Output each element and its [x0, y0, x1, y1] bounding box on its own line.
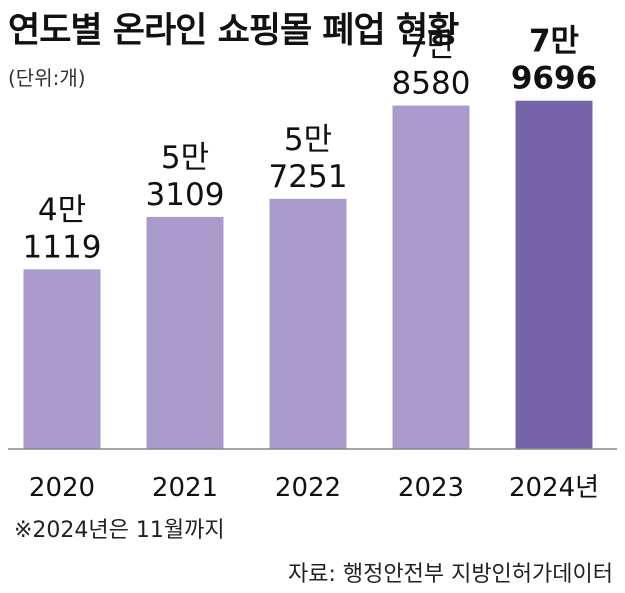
value-label-2020-man: 4만 — [38, 192, 86, 228]
value-label-2021-man: 5만 — [161, 140, 209, 176]
value-label-2022-rest: 7251 — [269, 159, 348, 195]
value-label-2021-rest: 3109 — [146, 177, 225, 213]
bar-2021 — [146, 216, 224, 449]
value-label-2020-rest: 1119 — [23, 229, 102, 265]
x-tick-label-2022: 2022 — [275, 473, 341, 503]
source-note: 자료: 행정안전부 지방인허가데이터 — [288, 562, 613, 587]
x-tick-label-2021: 2021 — [152, 473, 218, 503]
chart-title: 연도별 온라인 쇼핑몰 폐업 현황 — [8, 11, 459, 51]
unit-label: (단위:개) — [8, 66, 86, 90]
footnote: ※2024년은 11월까지 — [14, 518, 225, 543]
bar-2023 — [392, 105, 470, 449]
value-label-2024년-rest: 9696 — [511, 61, 597, 97]
bar-2020 — [23, 269, 101, 449]
value-label-2023-rest: 8580 — [392, 66, 471, 102]
value-label-2022-man: 5만 — [284, 122, 332, 158]
x-tick-label-2023: 2023 — [398, 473, 464, 503]
bar-2022 — [269, 198, 347, 449]
value-label-2024년-man: 7만 — [529, 24, 579, 60]
x-tick-label-2020: 2020 — [29, 473, 95, 503]
x-tick-label-2024년: 2024년 — [509, 473, 599, 503]
bar-2024년 — [515, 100, 593, 449]
value-label-2023-man: 7만 — [407, 29, 455, 65]
